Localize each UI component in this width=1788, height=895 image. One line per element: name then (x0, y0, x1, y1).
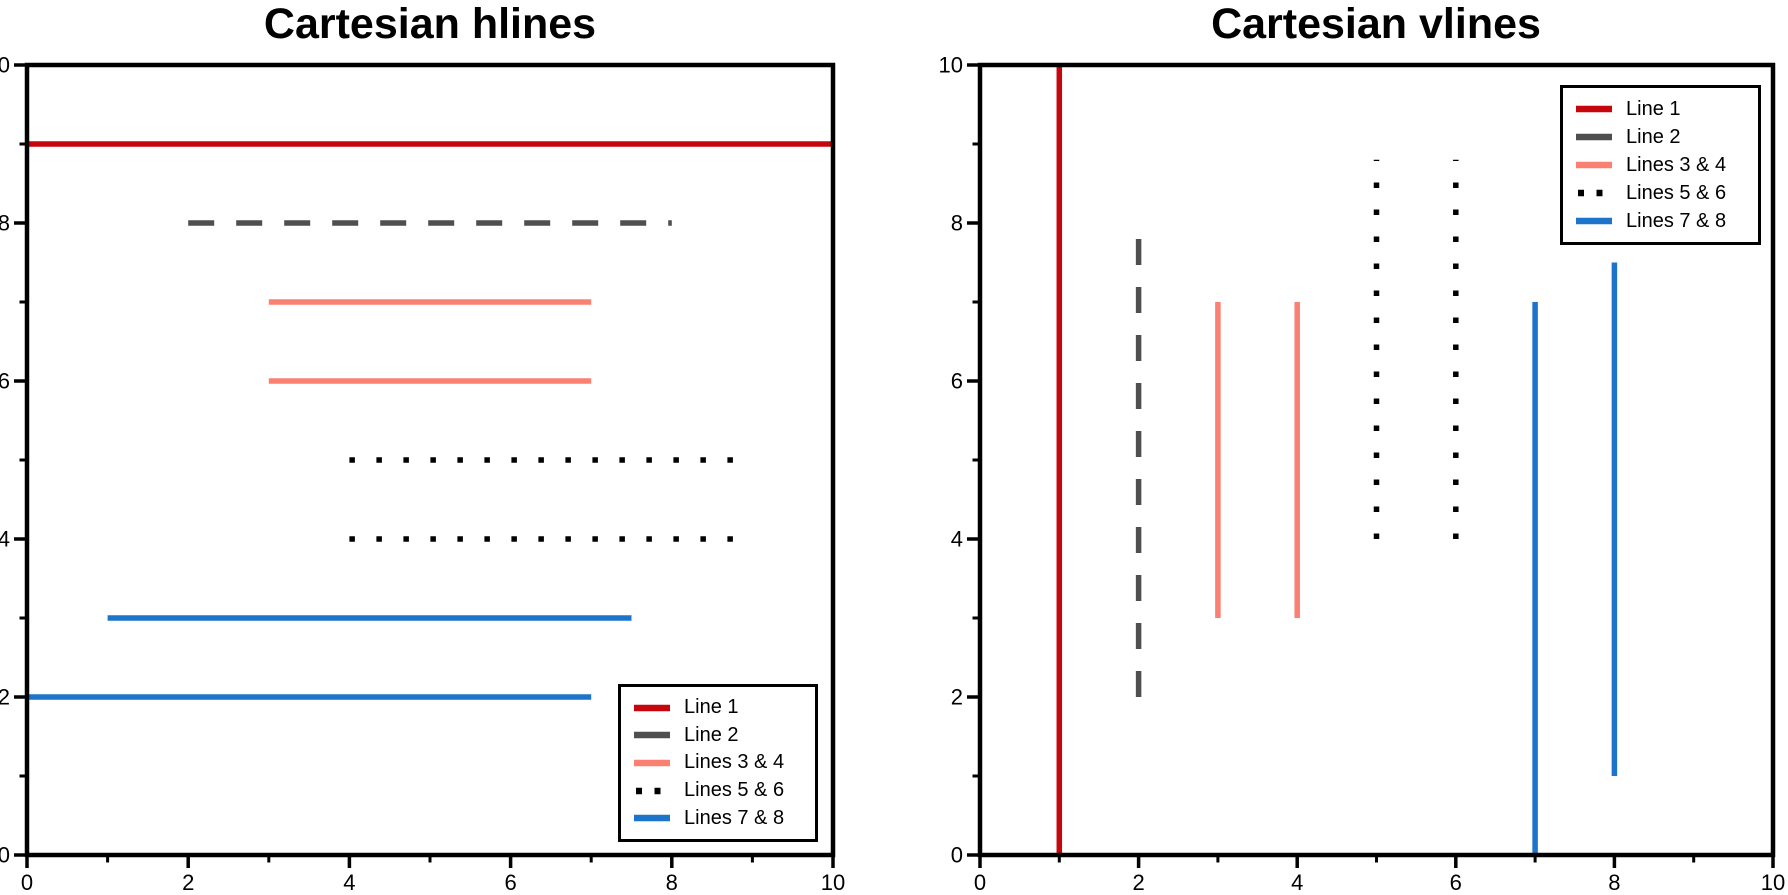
legend-label: Lines 3 & 4 (684, 751, 785, 774)
legend-swatch-solid (634, 814, 670, 822)
legend-entry: Lines 5 & 6 (1575, 179, 1746, 207)
legend-swatch-solid (634, 704, 670, 712)
legend-entry: Line 1 (633, 694, 803, 722)
chart-title-hlines: Cartesian hlines (263, 0, 597, 48)
legend-swatch-solid (1576, 105, 1612, 113)
x-tick-label: 4 (1291, 870, 1303, 895)
y-tick-label: 0 (0, 843, 10, 868)
legend-label: Lines 5 & 6 (684, 779, 785, 802)
legend-label: Line 1 (1626, 97, 1681, 120)
legend-swatch-solid (1576, 217, 1612, 225)
legend-label: Line 2 (684, 723, 739, 746)
legend-entry: Lines 3 & 4 (633, 749, 803, 777)
legend-swatch-dashed (1576, 133, 1612, 141)
legend-label: Lines 5 & 6 (1626, 181, 1727, 204)
y-tick-label: 2 (951, 685, 963, 710)
legend-swatch-dotted (636, 787, 669, 794)
legend-vlines: Line 1 Line 2 Lines 3 & 4 Lines 5 & 6 Lines … (1560, 85, 1761, 245)
y-tick-label: 10 (0, 53, 10, 78)
x-tick-label: 8 (1608, 870, 1620, 895)
y-tick-label: 2 (0, 685, 10, 710)
y-tick-label: 10 (939, 53, 963, 78)
legend-label: Lines 7 & 8 (684, 806, 785, 829)
x-tick-label: 6 (504, 870, 516, 895)
legend-swatch-dashed (634, 732, 670, 739)
legend-label: Line 1 (684, 696, 739, 719)
y-tick-label: 4 (0, 527, 10, 552)
y-tick-label: 8 (951, 211, 963, 236)
x-tick-label: 2 (1132, 870, 1144, 895)
legend-entry: Lines 7 & 8 (633, 804, 803, 832)
x-tick-label: 4 (343, 870, 355, 895)
legend-entry: Lines 7 & 8 (1575, 207, 1746, 235)
y-tick-label: 6 (0, 369, 10, 394)
x-tick-label: 0 (21, 870, 33, 895)
legend-entry: Line 2 (633, 722, 803, 750)
legend-entry: Line 1 (1575, 95, 1746, 123)
legend-entry: Lines 5 & 6 (633, 777, 803, 805)
legend-hlines: Line 1 Line 2 Lines 3 & 4 Lines 5 & 6 Lines … (618, 684, 818, 842)
y-tick-label: 4 (951, 527, 963, 552)
chart-title-vlines: Cartesian vlines (1211, 0, 1541, 48)
legend-swatch-dotted (1578, 189, 1611, 197)
legend-label: Line 2 (1626, 125, 1681, 148)
y-tick-label: 6 (951, 369, 963, 394)
legend-label: Lines 7 & 8 (1626, 209, 1727, 232)
x-tick-label: 10 (1761, 870, 1785, 895)
y-tick-label: 8 (0, 211, 10, 236)
y-tick-label: 0 (951, 843, 963, 868)
legend-label: Lines 3 & 4 (1626, 153, 1727, 176)
legend-entry: Lines 3 & 4 (1575, 151, 1746, 179)
legend-entry: Line 2 (1575, 123, 1746, 151)
x-tick-label: 2 (182, 870, 194, 895)
legend-swatch-solid (1576, 161, 1612, 169)
legend-swatch-solid (634, 759, 670, 767)
x-tick-label: 8 (666, 870, 678, 895)
x-tick-label: 0 (974, 870, 986, 895)
x-tick-label: 10 (821, 870, 845, 895)
x-tick-label: 6 (1450, 870, 1462, 895)
